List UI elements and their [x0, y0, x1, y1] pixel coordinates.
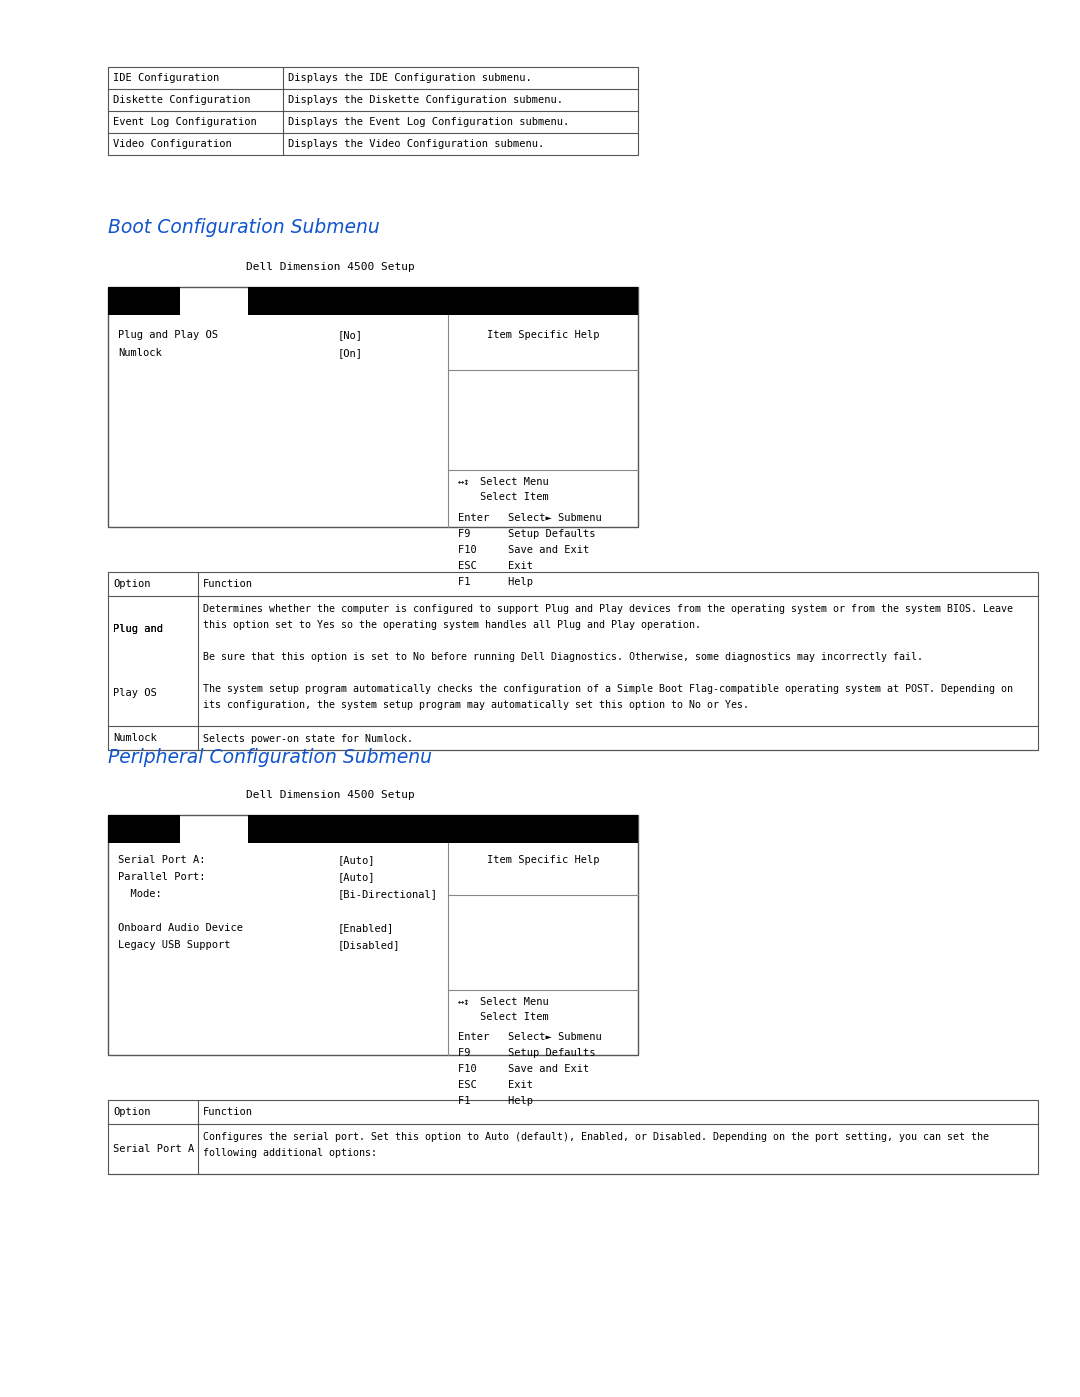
- Text: Item Specific Help: Item Specific Help: [487, 855, 599, 865]
- Text: F9      Setup Defaults: F9 Setup Defaults: [458, 529, 595, 539]
- Text: Select Item: Select Item: [480, 1011, 549, 1023]
- Text: Displays the Event Log Configuration submenu.: Displays the Event Log Configuration sub…: [288, 117, 569, 127]
- Text: The system setup program automatically checks the configuration of a Simple Boot: The system setup program automatically c…: [203, 685, 1013, 694]
- Text: [Enabled]: [Enabled]: [338, 923, 394, 933]
- Text: [On]: [On]: [338, 348, 363, 358]
- Text: Function: Function: [203, 578, 253, 590]
- Text: Select Item: Select Item: [480, 492, 549, 502]
- Text: [Auto]: [Auto]: [338, 855, 376, 865]
- Text: IDE Configuration: IDE Configuration: [113, 73, 219, 82]
- Text: ↔↕: ↔↕: [458, 997, 471, 1007]
- Text: [Disabled]: [Disabled]: [338, 940, 401, 950]
- Text: Numlock: Numlock: [118, 348, 162, 358]
- Text: F10     Save and Exit: F10 Save and Exit: [458, 545, 590, 555]
- Text: Plug and Play OS: Plug and Play OS: [118, 330, 218, 339]
- Text: Configures the serial port. Set this option to Auto (default), Enabled, or Disab: Configures the serial port. Set this opt…: [203, 1132, 989, 1141]
- Text: Plug and: Plug and: [113, 623, 163, 633]
- Bar: [248, 286, 638, 314]
- Text: ESC     Exit: ESC Exit: [458, 1080, 534, 1090]
- Text: Option: Option: [113, 578, 150, 590]
- Text: Serial Port A:: Serial Port A:: [118, 855, 205, 865]
- Text: Peripheral Configuration Submenu: Peripheral Configuration Submenu: [108, 747, 432, 767]
- Text: Diskette Configuration: Diskette Configuration: [113, 95, 251, 105]
- Text: Function: Function: [203, 1106, 253, 1118]
- Text: its configuration, the system setup program may automatically set this option to: its configuration, the system setup prog…: [203, 700, 750, 710]
- Text: following additional options:: following additional options:: [203, 1148, 377, 1158]
- Text: ↔↕: ↔↕: [458, 476, 471, 488]
- Text: Serial Port A: Serial Port A: [113, 1144, 194, 1154]
- Text: Play OS: Play OS: [113, 689, 157, 698]
- Text: Displays the Diskette Configuration submenu.: Displays the Diskette Configuration subm…: [288, 95, 563, 105]
- Bar: [108, 814, 180, 842]
- Text: F9      Setup Defaults: F9 Setup Defaults: [458, 1048, 595, 1058]
- Text: Boot Configuration Submenu: Boot Configuration Submenu: [108, 218, 380, 237]
- Text: [No]: [No]: [338, 330, 363, 339]
- Text: Parallel Port:: Parallel Port:: [118, 872, 205, 882]
- Bar: [108, 571, 1038, 750]
- Text: Displays the Video Configuration submenu.: Displays the Video Configuration submenu…: [288, 138, 544, 149]
- Bar: [248, 814, 638, 842]
- Text: Displays the IDE Configuration submenu.: Displays the IDE Configuration submenu.: [288, 73, 531, 82]
- Text: Enter   Select► Submenu: Enter Select► Submenu: [458, 1032, 602, 1042]
- Text: Legacy USB Support: Legacy USB Support: [118, 940, 230, 950]
- Text: [Auto]: [Auto]: [338, 872, 376, 882]
- Text: Dell Dimension 4500 Setup: Dell Dimension 4500 Setup: [245, 789, 415, 800]
- Text: Option: Option: [113, 1106, 150, 1118]
- Bar: [108, 67, 638, 155]
- Text: Numlock: Numlock: [113, 733, 157, 743]
- Text: Advanced: Advanced: [186, 824, 237, 834]
- Text: Video Configuration: Video Configuration: [113, 138, 232, 149]
- Text: ESC     Exit: ESC Exit: [458, 562, 534, 571]
- Text: Event Log Configuration: Event Log Configuration: [113, 117, 257, 127]
- Text: Onboard Audio Device: Onboard Audio Device: [118, 923, 243, 933]
- Text: Mode:: Mode:: [118, 888, 162, 900]
- Bar: [108, 1099, 1038, 1173]
- Text: F1      Help: F1 Help: [458, 1097, 534, 1106]
- Bar: [108, 814, 638, 1055]
- Text: Dell Dimension 4500 Setup: Dell Dimension 4500 Setup: [245, 263, 415, 272]
- Bar: [108, 286, 638, 527]
- Text: Item Specific Help: Item Specific Help: [487, 330, 599, 339]
- Text: Enter   Select► Submenu: Enter Select► Submenu: [458, 513, 602, 522]
- Text: Plug and: Plug and: [113, 623, 163, 633]
- Text: this option set to Yes so the operating system handles all Plug and Play operati: this option set to Yes so the operating …: [203, 620, 701, 630]
- Text: F10     Save and Exit: F10 Save and Exit: [458, 1065, 590, 1074]
- Text: Selects power-on state for Numlock.: Selects power-on state for Numlock.: [203, 733, 413, 745]
- Text: Be sure that this option is set to No before running Dell Diagnostics. Otherwise: Be sure that this option is set to No be…: [203, 652, 923, 662]
- Text: F1      Help: F1 Help: [458, 577, 534, 587]
- Bar: [108, 286, 180, 314]
- Text: [Bi-Directional]: [Bi-Directional]: [338, 888, 438, 900]
- Text: Select Menu: Select Menu: [480, 476, 549, 488]
- Text: Advanced: Advanced: [186, 296, 237, 306]
- Text: Select Menu: Select Menu: [480, 997, 549, 1007]
- Text: Determines whether the computer is configured to support Plug and Play devices f: Determines whether the computer is confi…: [203, 604, 1013, 615]
